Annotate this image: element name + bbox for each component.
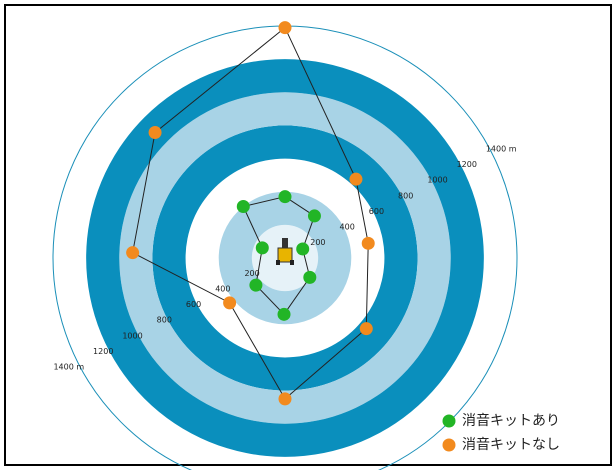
point [223,296,237,310]
point [236,199,250,213]
points [126,21,375,406]
r-tick-label-left: 800 [157,316,172,325]
legend-label: 消音キットなし [462,436,560,453]
point [277,307,291,321]
point [278,392,292,406]
r-tick-label-left: 400 [215,285,230,294]
point [278,190,292,204]
r-tick-label-right: 1000 [427,176,447,185]
legend-label: 消音キットあり [462,412,560,429]
point [361,236,375,250]
point [303,270,317,284]
r-tick-label-right: 600 [369,207,384,216]
point [255,241,269,255]
point [126,246,140,260]
r-tick-label-right: 200 [310,238,325,247]
point [307,209,321,223]
point [349,172,363,186]
point [278,21,292,35]
point [148,126,162,140]
r-tick-label-right: 800 [398,191,413,200]
r-tick-label-right: 1400 m [486,145,517,154]
r-tick-label-left: 1400 m [53,362,84,371]
point [296,242,310,256]
ticks: 200 200 400 400 600 600 800 800 1000 1000 1200 1200… [53,145,516,372]
r-tick-label-right: 400 [340,222,355,231]
r-tick-label-left: 1200 [93,347,113,356]
r-tick-label-left: 200 [244,269,259,278]
legend-swatch [442,438,456,452]
legend-swatch [442,414,456,428]
point [359,322,373,336]
r-tick-label-right: 1200 [457,160,477,169]
point [249,278,263,292]
forklift-icon [276,238,294,265]
r-tick-label-left: 1000 [122,331,142,340]
r-tick-label-left: 600 [186,300,201,309]
